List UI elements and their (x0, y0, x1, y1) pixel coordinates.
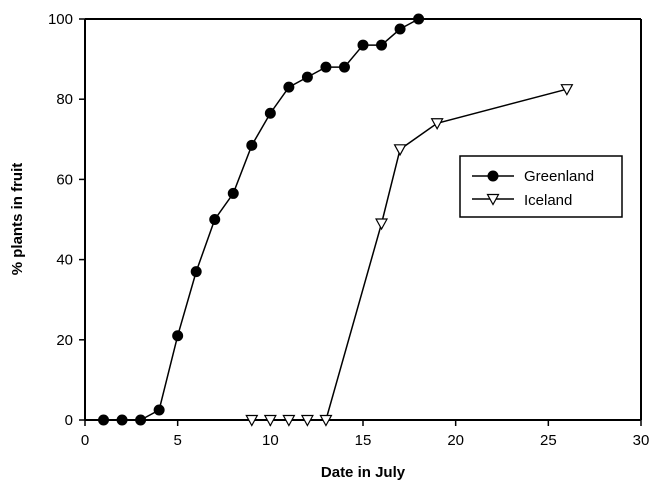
series-line-greenland (103, 18, 419, 421)
point-greenland (338, 61, 350, 73)
y-tick-label: 0 (65, 412, 73, 429)
y-tick-label: 60 (56, 171, 73, 188)
x-ticks: 0 5 10 15 20 25 30 (81, 420, 650, 449)
legend-box (459, 155, 623, 218)
point-greenland (190, 266, 202, 278)
legend: Greenland Iceland (459, 155, 623, 218)
y-tick-label: 100 (48, 11, 73, 28)
point-greenland (209, 214, 221, 225)
x-tick-label: 0 (81, 432, 89, 449)
point-iceland (282, 414, 296, 427)
x-tick-label: 30 (633, 432, 650, 449)
point-greenland (320, 61, 332, 73)
legend-marker-iceland (486, 193, 500, 206)
point-greenland (153, 404, 165, 416)
point-greenland (264, 107, 276, 119)
point-iceland (319, 414, 333, 427)
x-tick-label: 25 (540, 432, 557, 449)
point-greenland (172, 330, 184, 342)
y-axis-title: % plants in fruit (9, 163, 26, 276)
point-greenland (376, 39, 388, 51)
point-iceland (300, 414, 314, 427)
x-tick-label: 20 (447, 432, 464, 449)
x-tick-label: 5 (173, 432, 181, 449)
point-greenland (98, 414, 110, 426)
point-iceland (263, 414, 277, 427)
y-ticks: 0 20 40 60 80 100 (48, 11, 85, 429)
x-tick-label: 15 (355, 432, 372, 449)
legend-label-iceland: Iceland (524, 192, 572, 209)
point-iceland (245, 414, 259, 427)
series-layer (98, 13, 574, 427)
legend-label-greenland: Greenland (524, 168, 594, 185)
y-tick-label: 40 (56, 252, 73, 269)
point-greenland (283, 81, 295, 93)
point-greenland (357, 39, 369, 51)
point-greenland (116, 414, 128, 426)
point-greenland (394, 23, 406, 35)
point-greenland (135, 414, 147, 426)
x-axis-title: Date in July (321, 464, 406, 481)
legend-marker-greenland (487, 170, 499, 182)
point-iceland (560, 84, 574, 96)
series-line-iceland (251, 88, 568, 421)
point-greenland (246, 139, 258, 151)
axes (84, 18, 642, 421)
point-greenland (301, 71, 313, 83)
point-iceland (430, 118, 444, 131)
point-iceland (375, 218, 389, 231)
point-greenland (227, 187, 239, 199)
y-tick-label: 20 (56, 332, 73, 349)
point-iceland (393, 144, 407, 157)
point-greenland (413, 13, 425, 25)
y-tick-label: 80 (56, 91, 73, 108)
x-tick-label: 10 (262, 432, 279, 449)
